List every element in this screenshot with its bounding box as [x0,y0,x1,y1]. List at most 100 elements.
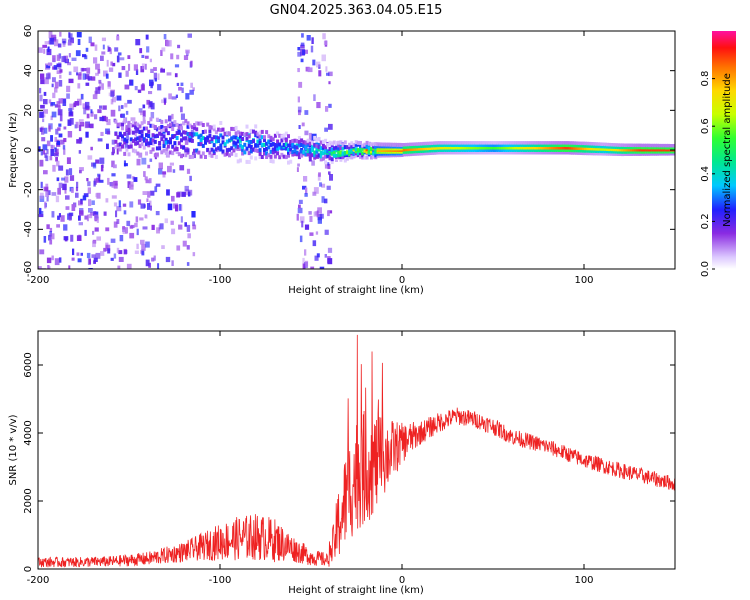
spectrogram-cell [321,151,325,156]
noise-speckle [62,145,66,150]
spectrogram-cell [501,151,504,155]
spectrogram-cell [518,141,522,145]
spectrogram-cell [477,143,480,147]
spectrogram-cell [418,144,421,149]
spectrogram-cell [568,148,572,153]
spectrogram-cell [439,141,443,145]
spectrogram-cell [634,145,638,150]
spectrogram-cell [505,151,509,155]
spectrogram-cell [164,140,168,145]
spectrogram-cell [557,146,561,150]
spectrogram-cell [153,125,157,129]
noise-speckle [69,110,73,116]
spectrogram-cell [204,137,207,142]
spectrogram-cell [459,151,463,155]
spectrogram-cell [297,155,301,160]
spectrogram-cell [520,151,524,155]
spectrogram-cell [289,139,293,144]
spectrogram-cell [136,122,140,127]
spectrogram-cell [450,148,454,152]
spectrogram-cell [214,130,218,135]
noise-speckle [316,253,320,258]
spectrogram-cell [653,145,657,150]
noise-speckle [74,101,79,106]
spectrogram-cell [402,145,406,149]
spectrogram-cell [131,148,135,153]
spectrogram-cell [238,158,242,163]
spectrogram-cell [494,151,498,155]
spectrogram-cell [671,146,675,150]
noise-speckle [76,235,82,241]
spectrogram-cell [241,131,245,136]
spectrogram-cell [490,148,494,152]
spectrogram-cell [472,141,476,145]
spectrogram-cell [321,143,325,148]
noise-speckle [138,152,143,158]
spectrogram-cell [234,141,238,146]
spectrogram-cell [422,146,426,151]
noise-speckle [156,118,162,122]
noise-speckle [154,77,157,82]
noise-speckle [177,191,182,197]
spectrogram-cell [505,143,509,147]
spectrogram-cell [566,143,570,148]
spectrogram-cell [258,151,262,156]
noise-speckle [149,200,152,207]
spectrogram-cell [247,143,251,148]
noise-speckle [311,37,314,44]
spectrogram-cell [413,152,417,156]
spectrogram-cell [173,120,177,125]
noise-speckle [300,58,304,63]
spectrogram-cell [516,146,520,150]
spectrogram-cell [466,151,470,155]
spectrogram-cell [509,148,513,152]
spectrogram-cell [149,141,153,145]
spectrogram-cell [311,140,314,145]
spectrogram-cell [501,148,504,152]
spectrogram-cell [487,146,491,150]
spectrogram-cell [374,144,378,149]
snr-series-line [38,334,675,568]
spectrogram-cell [232,135,236,140]
noise-speckle [153,67,157,71]
noise-speckle [52,77,56,83]
spectrogram-cell [280,134,284,139]
spectrogram-cell [444,151,448,155]
spectrogram-cell [247,151,251,156]
spectrogram-cell [221,135,225,140]
spectrogram-cell [313,135,317,140]
spectrogram-cell [420,149,424,153]
spectrogram-cell [656,150,660,154]
noise-speckle [78,200,83,206]
spectrogram-cell [317,145,321,150]
noise-speckle [75,192,79,198]
noise-speckle [180,216,183,223]
spectrogram-cell [352,154,356,159]
spectrogram-cell [230,126,234,131]
spectrogram-cell [245,136,249,141]
spectrogram-cell [570,141,574,145]
spectrogram-cell [306,152,310,157]
spectrogram-cell [241,147,245,152]
spectrogram-cell [199,138,203,142]
spectrogram-cell [560,148,563,152]
spectrogram-cell [280,145,284,150]
spectrogram-cell [204,155,207,159]
spectrogram-cell [188,155,192,159]
spectrogram-cell [291,139,295,143]
spectrogram-cell [212,135,216,140]
spectrogram-cell [435,148,439,153]
spectrogram-cell [632,150,635,154]
spectrogram-cell [228,153,231,158]
noise-speckle [116,219,120,224]
spectrogram-cell [260,129,264,134]
spectrogram-cell [629,143,633,147]
spectrogram-cell [474,141,478,145]
spectrogram-cell [645,150,649,154]
noise-speckle [79,167,84,172]
spectrogram-cell [603,152,607,156]
noise-speckle [120,114,123,118]
spectrogram-cell [164,128,168,133]
noise-speckle [90,146,93,151]
spectrogram-cell [553,146,557,150]
